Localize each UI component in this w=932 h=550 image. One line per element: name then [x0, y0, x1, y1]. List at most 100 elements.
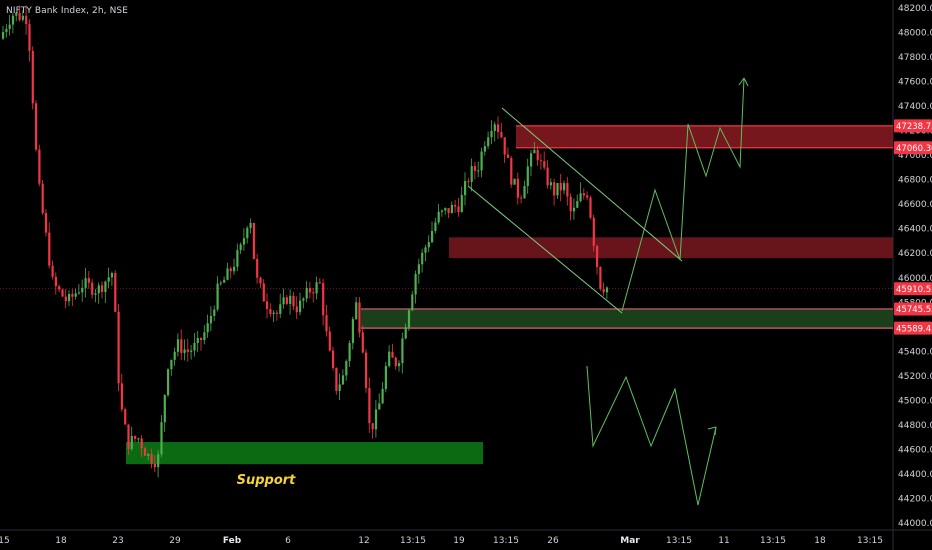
candle-body: [592, 217, 595, 246]
candle-body: [480, 151, 483, 171]
price-tick-label: 44400.00: [898, 470, 932, 480]
candle-body: [374, 409, 378, 430]
candle-body: [520, 197, 523, 199]
time-tick-label: 6: [285, 536, 291, 546]
candle-body: [582, 193, 585, 196]
candle-body: [404, 327, 407, 339]
price-marker-label: 45589.45: [896, 324, 932, 334]
candle-body: [153, 463, 156, 468]
candle-body: [54, 276, 57, 287]
candle-body: [394, 357, 397, 367]
candle-body: [77, 292, 81, 294]
price-marker: [894, 321, 932, 335]
candle-body: [477, 170, 480, 172]
candle-body: [599, 266, 602, 290]
candle-body: [299, 300, 302, 313]
price-tick-label: 47600.00: [898, 78, 932, 88]
candle-body: [546, 167, 549, 186]
candle-body: [104, 281, 107, 293]
candle-body: [196, 337, 199, 343]
candle-body: [74, 293, 77, 297]
price-marker-label: 47060.30: [896, 144, 932, 154]
candle-body: [8, 24, 11, 29]
candle-body: [322, 283, 325, 316]
price-marker-label: 45745.55: [896, 305, 932, 315]
channel-lower-line: [467, 185, 623, 314]
candle-body: [81, 287, 84, 293]
candle-body: [292, 295, 295, 307]
price-tick-label: 44600.00: [898, 445, 932, 455]
time-tick-label: 12: [358, 536, 369, 546]
candle-body: [147, 454, 150, 456]
candle-body: [236, 250, 239, 267]
candle-body: [87, 278, 90, 283]
candle-body: [500, 132, 503, 138]
candle-body: [282, 297, 285, 305]
symbol-title: NIFTY Bank Index, 2h, NSE: [6, 6, 129, 16]
candle-body: [134, 435, 137, 439]
candle-body: [229, 268, 232, 272]
candle-body: [101, 285, 104, 293]
candle-body: [543, 161, 546, 168]
price-marker: [894, 119, 932, 133]
candle-body: [233, 266, 236, 272]
candle-body: [315, 282, 318, 294]
candle-body: [94, 293, 97, 295]
time-tick-label: 11: [718, 536, 729, 546]
price-tick-label: 46000.00: [898, 274, 932, 284]
candle-body: [193, 342, 196, 351]
candle-body: [533, 149, 536, 154]
candle-body: [414, 273, 417, 295]
candle-body: [120, 383, 123, 410]
candle-body: [338, 384, 341, 391]
candle-body: [216, 283, 219, 310]
candle-body: [444, 208, 447, 211]
candle-body: [602, 289, 605, 293]
price-tick-label: 46600.00: [898, 200, 932, 210]
candle-body: [285, 297, 288, 304]
candle-body: [15, 12, 18, 16]
candle-body: [579, 193, 582, 202]
price-tick-label: 45400.00: [898, 347, 932, 357]
candle-body: [553, 182, 556, 196]
candle-body: [312, 292, 315, 294]
time-tick-label: 18: [55, 536, 67, 546]
price-tick-label: 46200.00: [898, 249, 932, 259]
candle-body: [332, 350, 335, 368]
time-tick-label: 13:15: [666, 536, 692, 546]
candle-body: [572, 207, 576, 212]
candle-body: [539, 160, 543, 162]
candle-body: [427, 242, 430, 248]
candle-body: [434, 222, 437, 232]
time-tick-label: 29: [169, 536, 181, 546]
price-tick-label: 44200.00: [898, 494, 932, 504]
candle-body: [470, 166, 473, 182]
candle-body: [355, 302, 358, 320]
candle-body: [176, 339, 180, 352]
candle-body: [279, 304, 282, 314]
candle-body: [11, 15, 15, 25]
candle-body: [510, 157, 513, 185]
candle-body: [275, 312, 279, 314]
price-tick-label: 45200.00: [898, 372, 932, 382]
price-tick-label: 48000.00: [898, 29, 932, 39]
candle-body: [150, 454, 153, 464]
price-tick-label: 44000.00: [898, 519, 932, 529]
candle-body: [351, 319, 354, 344]
candle-body: [447, 208, 450, 214]
candle-body: [368, 387, 371, 424]
price-tick-label: 47400.00: [898, 102, 932, 112]
support-label: Support: [237, 473, 297, 488]
candle-body: [186, 349, 189, 352]
candle-body: [127, 424, 130, 450]
candle-body: [31, 50, 34, 104]
candle-body: [97, 285, 100, 294]
candle-body: [361, 332, 364, 353]
price-marker-label: 47238.75: [896, 122, 932, 132]
candle-body: [64, 296, 67, 302]
candle-body: [124, 409, 127, 425]
candle-body: [457, 206, 460, 212]
candle-body: [262, 283, 265, 302]
candle-body: [407, 310, 411, 328]
